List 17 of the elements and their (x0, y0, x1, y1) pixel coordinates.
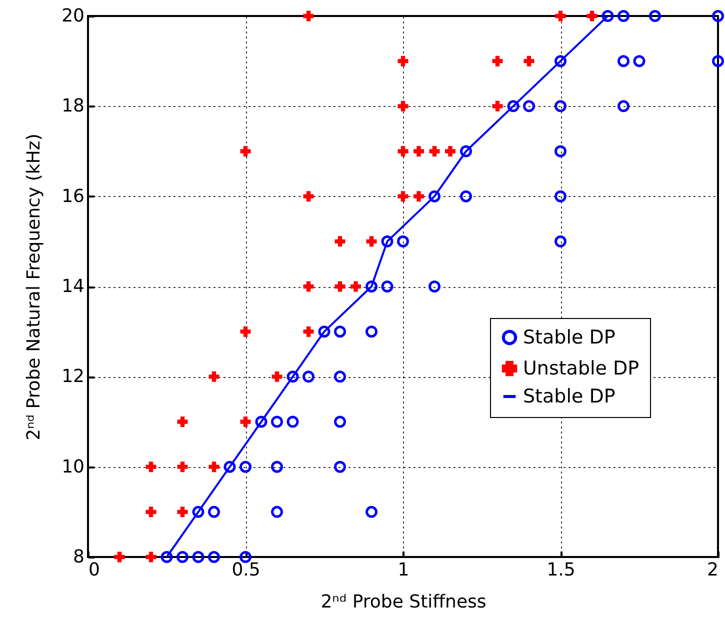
x-tick-label: 0 (88, 560, 100, 580)
y-tick-label: 18 (62, 96, 84, 117)
legend-label: Stable DP (523, 386, 616, 408)
y-tick-label: 14 (62, 276, 84, 297)
legend-label: Unstable DP (523, 358, 640, 380)
x-tick-label: 2 (707, 560, 718, 580)
x-axis-title: 2ⁿᵈ Probe Stiffness (320, 592, 486, 612)
x-tick-label: 1.5 (546, 560, 576, 580)
y-tick-label: 12 (62, 366, 84, 388)
y-tick-label: 10 (62, 456, 84, 478)
x-tick-label: 1 (398, 560, 410, 580)
y-tick-label: 20 (62, 6, 84, 26)
legend-label: Stable DP (523, 326, 616, 348)
x-tick-label: 0.5 (232, 560, 260, 580)
y-axis-title: 2ⁿᵈ Probe Natural Frequency (kHz) (24, 134, 45, 440)
y-tick-label: 8 (73, 546, 84, 568)
y-tick-label: 16 (62, 186, 84, 207)
